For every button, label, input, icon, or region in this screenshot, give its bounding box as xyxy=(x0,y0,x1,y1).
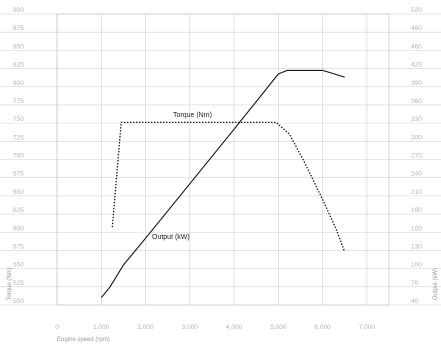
y-left-tick-label: 825 xyxy=(13,62,24,69)
y-right-tick-label: 40 xyxy=(411,298,419,305)
y-right-tick-label: 490 xyxy=(411,25,422,32)
x-tick-label: 1,000 xyxy=(93,324,110,331)
y-left-tick-label: 750 xyxy=(13,116,24,123)
y-right-tick-label: 210 xyxy=(411,189,422,196)
x-tick-label: 2,000 xyxy=(137,324,154,331)
y-left-tick-label: 800 xyxy=(13,80,24,87)
x-tick-label: 6,000 xyxy=(314,324,331,331)
y-left-tick-label: 650 xyxy=(13,189,24,196)
y-left-tick-label: 575 xyxy=(13,243,24,250)
y-left-tick-label: 850 xyxy=(13,43,24,50)
y-right-tick-label: 300 xyxy=(411,134,422,141)
y-left-tick-label: 775 xyxy=(13,98,24,105)
y-right-tick-label: 70 xyxy=(411,280,419,287)
y-left-tick-label: 875 xyxy=(13,25,24,32)
y-right-tick-label: 330 xyxy=(411,116,422,123)
y-right-tick-label: 130 xyxy=(411,243,422,250)
y-left-tick-label: 900 xyxy=(13,7,24,14)
y-left-tick-label: 675 xyxy=(13,171,24,178)
y-right-tick-label: 420 xyxy=(411,62,422,69)
torque-series-line xyxy=(111,121,346,253)
x-tick-label: 4,000 xyxy=(226,324,243,331)
series-lines xyxy=(100,69,346,299)
y-right-tick-label: 100 xyxy=(411,262,422,269)
y-left-tick-label: 600 xyxy=(13,225,24,232)
y-right-tick-label: 190 xyxy=(411,207,422,214)
y-left-tick-label: 700 xyxy=(13,153,24,160)
series-label-torque: Torque (Nm) xyxy=(173,112,212,119)
y-axis-left-label: Torque (Nm) xyxy=(7,267,13,300)
y-right-tick-label: 460 xyxy=(411,43,422,50)
x-tick-label: 5,000 xyxy=(270,324,287,331)
y-left-tick-label: 500 xyxy=(13,298,24,305)
y-right-tick-label: 390 xyxy=(411,80,422,87)
y-right-tick-label: 160 xyxy=(411,225,422,232)
grid xyxy=(0,13,441,306)
plot-frame xyxy=(56,13,390,306)
y-right-tick-label: 270 xyxy=(411,153,422,160)
output-series-line xyxy=(100,69,345,299)
y-right-tick-label: 360 xyxy=(411,98,422,105)
y-left-tick-label: 550 xyxy=(13,262,24,269)
y-left-tick-label: 525 xyxy=(13,280,24,287)
x-axis-tick-labels: 0 1,000 2,000 3,000 4,000 5,000 6,000 7,000 xyxy=(55,324,375,331)
x-tick-label: 0 xyxy=(55,324,59,331)
y-axis-right-tick-labels: 520 490 460 420 390 360 330 300 270 240 210 190 160 1… xyxy=(411,7,422,305)
y-left-tick-label: 725 xyxy=(13,134,24,141)
x-axis-label: Engine speed (rpm) xyxy=(57,337,110,343)
series-label-output: Output (kW) xyxy=(152,234,190,241)
y-right-tick-label: 520 xyxy=(411,7,422,14)
y-right-tick-label: 240 xyxy=(411,171,422,178)
y-axis-left-tick-labels: 900 875 850 825 800 775 750 725 700 675 650 625 600 5… xyxy=(13,7,24,305)
x-tick-label: 7,000 xyxy=(359,324,376,331)
y-left-tick-label: 625 xyxy=(13,207,24,214)
y-axis-right-label: Output (kW) xyxy=(433,268,439,300)
x-tick-label: 3,000 xyxy=(182,324,199,331)
